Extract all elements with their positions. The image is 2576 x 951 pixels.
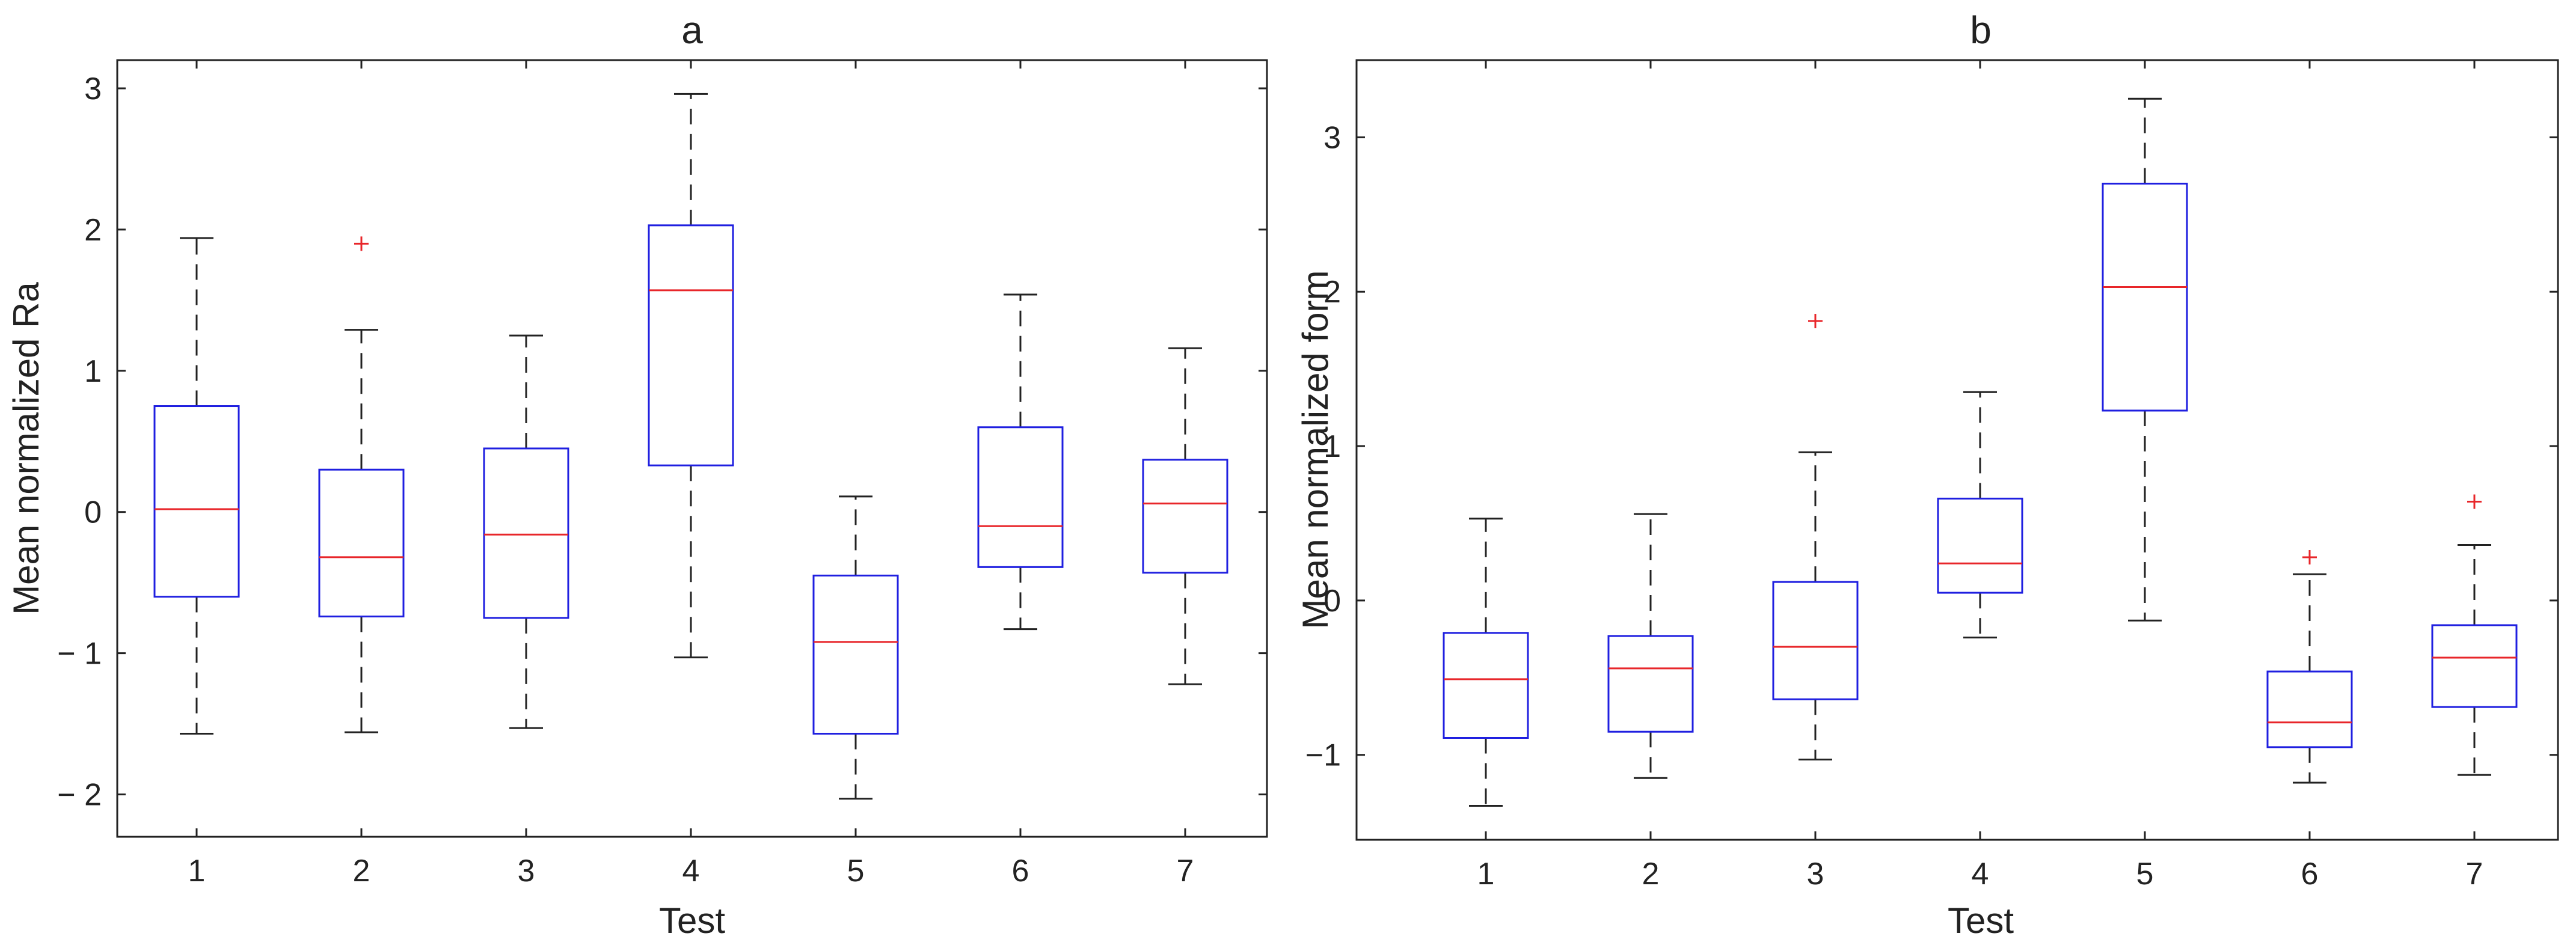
box-b-4 xyxy=(1937,497,2023,594)
x-tick-label-a-1: 1 xyxy=(188,854,206,888)
outlier-b-7-0 xyxy=(2467,494,2482,509)
y-tick-label-b-4: 3 xyxy=(1323,120,1341,155)
chart-title-b: b xyxy=(1970,8,1992,52)
box-a-1 xyxy=(153,405,240,598)
box-b-3 xyxy=(1772,581,1859,700)
y-tick-label-b-2: 1 xyxy=(1323,429,1341,464)
box-a-5 xyxy=(812,574,899,735)
y-tick-label-a-0: − 2 xyxy=(57,778,102,813)
box-a-6 xyxy=(977,426,1064,568)
box-a-4 xyxy=(648,224,734,466)
y-tick-label-a-2: 0 xyxy=(84,495,102,530)
box-b-7 xyxy=(2431,624,2518,708)
outlier-b-3-0 xyxy=(1808,314,1823,329)
box-b-1 xyxy=(1443,632,1529,739)
y-tick-label-a-4: 2 xyxy=(84,213,102,248)
marks-a: − 2 − 1 0 1 2 3 1 2 3 4 5 6 7 xyxy=(57,60,1267,888)
x-tick-label-a-7: 7 xyxy=(1177,854,1194,888)
x-tick-label-a-6: 6 xyxy=(1012,854,1029,888)
plot-area-b xyxy=(1355,59,2559,841)
box-b-6 xyxy=(2266,670,2353,748)
x-tick-label-b-4: 4 xyxy=(1972,857,1989,891)
x-tick-label-b-1: 1 xyxy=(1477,857,1495,891)
y-tick-label-b-0: −1 xyxy=(1305,738,1341,773)
box-b-2 xyxy=(1607,635,1694,733)
x-tick-label-a-5: 5 xyxy=(847,854,865,888)
y-tick-label-a-1: − 1 xyxy=(57,637,102,671)
x-tick-label-a-2: 2 xyxy=(353,854,370,888)
x-tick-label-a-4: 4 xyxy=(682,854,700,888)
y-axis-label-b: Mean normalized form xyxy=(1295,271,1336,629)
y-axis-label-a: Mean normalized Ra xyxy=(6,282,46,615)
y-tick-label-b-3: 2 xyxy=(1323,275,1341,310)
x-tick-label-b-7: 7 xyxy=(2466,857,2483,891)
panel-a: a Test Mean normalized Ra − 2 − 1 0 1 2 3 1 2 3 4… xyxy=(6,8,1268,941)
marks-b: −1 0 1 2 3 1 2 3 4 5 6 7 xyxy=(1305,60,2558,891)
outlier-a-2-0 xyxy=(354,236,369,251)
box-a-7 xyxy=(1142,459,1228,574)
y-tick-label-a-3: 1 xyxy=(84,354,102,389)
y-tick-label-b-1: 0 xyxy=(1323,584,1341,619)
outlier-b-6-0 xyxy=(2302,549,2317,564)
box-a-2 xyxy=(318,468,405,618)
panel-b: b Test Mean normalized form −1 0 1 2 3 1 2 3 4 5 6… xyxy=(1295,8,2559,941)
x-tick-label-b-2: 2 xyxy=(1642,857,1660,891)
box-b-5 xyxy=(2102,182,2188,412)
x-axis-label-b: Test xyxy=(1948,901,2014,941)
x-tick-label-b-3: 3 xyxy=(1807,857,1824,891)
x-tick-label-b-5: 5 xyxy=(2136,857,2154,891)
x-axis-label-a: Test xyxy=(659,901,725,941)
y-tick-label-a-5: 3 xyxy=(84,72,102,106)
x-tick-label-b-6: 6 xyxy=(2301,857,2319,891)
chart-title-a: a xyxy=(681,8,703,52)
plot-area-a xyxy=(116,59,1268,838)
x-tick-label-a-3: 3 xyxy=(518,854,535,888)
box-a-3 xyxy=(483,447,569,619)
